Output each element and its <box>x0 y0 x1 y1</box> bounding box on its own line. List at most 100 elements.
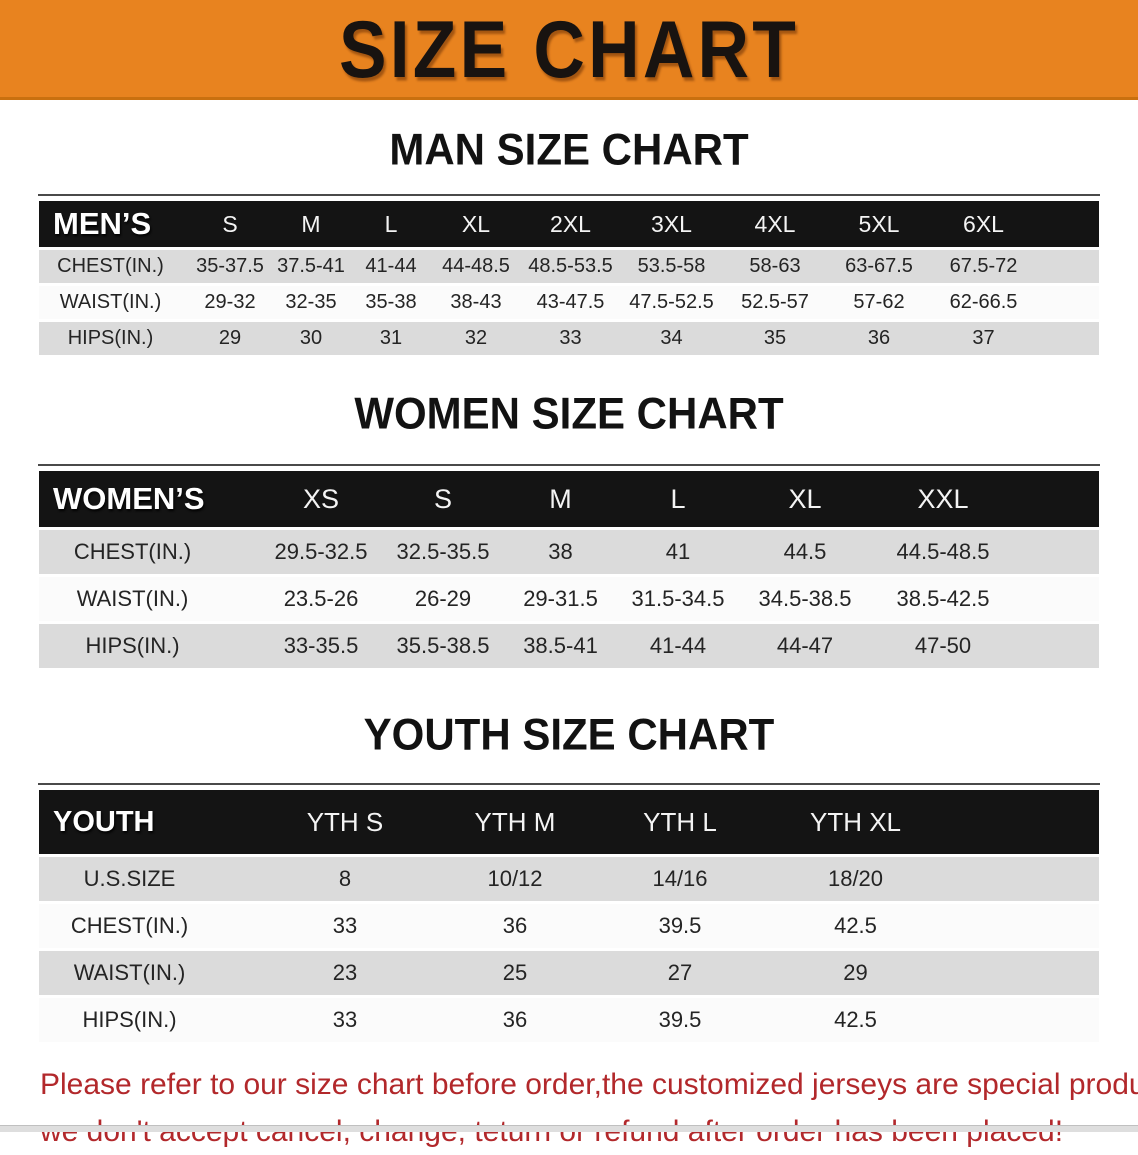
men-size-value: 35-38 <box>351 286 431 319</box>
women-row-label: WAIST(IN.) <box>39 577 259 621</box>
men-size-value: 38-43 <box>431 286 521 319</box>
youth-size-value: 25 <box>431 951 599 995</box>
size-chart-banner: SIZE CHART <box>0 0 1138 100</box>
women-size-value: 47-50 <box>872 624 1099 668</box>
men-size-value: 47.5-52.5 <box>620 286 723 319</box>
women-size-value: 44.5-48.5 <box>872 530 1099 574</box>
women-size-section: WOMEN SIZE CHART WOMEN’S XS S M L XL XXL CHES… <box>0 388 1138 671</box>
men-table-topline <box>38 194 1100 196</box>
women-table-topline <box>38 464 1100 466</box>
youth-size-value: 8 <box>259 857 431 901</box>
men-size-value: 44-48.5 <box>431 250 521 283</box>
women-size-value: 29.5-32.5 <box>259 530 383 574</box>
men-size-value: 29-32 <box>189 286 271 319</box>
disclaimer-text: Please refer to our size chart before or… <box>40 1061 1138 1155</box>
table-row: HIPS(IN.) 33-35.5 35.5-38.5 38.5-41 41-44 44-… <box>39 624 1099 668</box>
men-size-value: 33 <box>521 322 620 355</box>
men-size-header: 5XL <box>827 201 931 247</box>
youth-row-label: HIPS(IN.) <box>39 998 259 1042</box>
youth-size-header: YTH XL <box>761 790 1099 854</box>
men-table-corner-label: MEN’S <box>39 201 189 247</box>
men-size-value: 43-47.5 <box>521 286 620 319</box>
men-size-value: 35-37.5 <box>189 250 271 283</box>
table-row: WAIST(IN.) 23 25 27 29 <box>39 951 1099 995</box>
men-table-header-row: MEN’S S M L XL 2XL 3XL 4XL 5XL 6XL <box>39 201 1099 247</box>
youth-size-value: 42.5 <box>761 998 1099 1042</box>
men-size-value: 41-44 <box>351 250 431 283</box>
women-size-header: XL <box>738 471 872 527</box>
men-size-table: MEN’S S M L XL 2XL 3XL 4XL 5XL 6XL CHEST(IN.) 35-… <box>39 198 1099 358</box>
men-size-header: XL <box>431 201 521 247</box>
women-size-header: L <box>618 471 738 527</box>
youth-size-value: 36 <box>431 904 599 948</box>
men-size-value: 32 <box>431 322 521 355</box>
men-size-value: 63-67.5 <box>827 250 931 283</box>
men-section-heading: MAN SIZE CHART <box>389 124 749 175</box>
men-size-value: 35 <box>723 322 827 355</box>
women-table-corner-label: WOMEN’S <box>39 471 259 527</box>
women-size-value: 29-31.5 <box>503 577 618 621</box>
youth-section-heading: YOUTH SIZE CHART <box>363 709 775 760</box>
table-row: HIPS(IN.) 29 30 31 32 33 34 35 36 37 <box>39 322 1099 355</box>
youth-size-header: YTH L <box>599 790 761 854</box>
women-size-value: 31.5-34.5 <box>618 577 738 621</box>
women-table-header-row: WOMEN’S XS S M L XL XXL <box>39 471 1099 527</box>
men-size-header: 4XL <box>723 201 827 247</box>
table-row: CHEST(IN.) 33 36 39.5 42.5 <box>39 904 1099 948</box>
women-size-header: M <box>503 471 618 527</box>
men-size-header: M <box>271 201 351 247</box>
youth-table-topline <box>38 783 1100 785</box>
youth-size-header: YTH M <box>431 790 599 854</box>
table-row: HIPS(IN.) 33 36 39.5 42.5 <box>39 998 1099 1042</box>
women-size-value: 41-44 <box>618 624 738 668</box>
disclaimer-line-1: Please refer to our size chart before or… <box>40 1068 1138 1101</box>
youth-row-label: CHEST(IN.) <box>39 904 259 948</box>
youth-size-value: 23 <box>259 951 431 995</box>
men-size-value: 37 <box>931 322 1099 355</box>
men-size-header: 2XL <box>521 201 620 247</box>
men-row-label: CHEST(IN.) <box>39 250 189 283</box>
youth-size-value: 39.5 <box>599 998 761 1042</box>
men-size-value: 52.5-57 <box>723 286 827 319</box>
women-size-value: 44-47 <box>738 624 872 668</box>
women-size-value: 35.5-38.5 <box>383 624 503 668</box>
men-size-section: MAN SIZE CHART MEN’S S M L XL 2XL 3XL 4XL 5XL 6X… <box>0 124 1138 358</box>
women-section-heading: WOMEN SIZE CHART <box>354 388 784 439</box>
table-row: CHEST(IN.) 29.5-32.5 32.5-35.5 38 41 44.5 44.5… <box>39 530 1099 574</box>
women-row-label: HIPS(IN.) <box>39 624 259 668</box>
youth-size-value: 10/12 <box>431 857 599 901</box>
men-size-value: 32-35 <box>271 286 351 319</box>
women-size-value: 34.5-38.5 <box>738 577 872 621</box>
men-row-label: WAIST(IN.) <box>39 286 189 319</box>
youth-size-header: YTH S <box>259 790 431 854</box>
women-size-value: 32.5-35.5 <box>383 530 503 574</box>
youth-size-value: 42.5 <box>761 904 1099 948</box>
women-size-header: S <box>383 471 503 527</box>
men-size-value: 30 <box>271 322 351 355</box>
men-row-label: HIPS(IN.) <box>39 322 189 355</box>
women-size-value: 41 <box>618 530 738 574</box>
youth-size-value: 29 <box>761 951 1099 995</box>
women-size-value: 38.5-41 <box>503 624 618 668</box>
bottom-edge-strip <box>0 1125 1138 1132</box>
youth-size-value: 14/16 <box>599 857 761 901</box>
men-size-value: 37.5-41 <box>271 250 351 283</box>
men-size-value: 48.5-53.5 <box>521 250 620 283</box>
men-size-value: 29 <box>189 322 271 355</box>
table-row: WAIST(IN.) 29-32 32-35 35-38 38-43 43-47.5 47.… <box>39 286 1099 319</box>
women-size-value: 38 <box>503 530 618 574</box>
women-size-table: WOMEN’S XS S M L XL XXL CHEST(IN.) 29.5-32.5 32… <box>39 468 1099 671</box>
men-size-header: L <box>351 201 431 247</box>
youth-size-value: 33 <box>259 998 431 1042</box>
men-size-header: 3XL <box>620 201 723 247</box>
women-size-header: XS <box>259 471 383 527</box>
men-size-header: 6XL <box>931 201 1099 247</box>
youth-table-header-row: YOUTH YTH S YTH M YTH L YTH XL <box>39 790 1099 854</box>
youth-size-value: 39.5 <box>599 904 761 948</box>
table-row: WAIST(IN.) 23.5-26 26-29 29-31.5 31.5-34.5 34… <box>39 577 1099 621</box>
women-size-value: 38.5-42.5 <box>872 577 1099 621</box>
men-size-value: 62-66.5 <box>931 286 1099 319</box>
women-size-value: 23.5-26 <box>259 577 383 621</box>
youth-table-corner-label: YOUTH <box>39 790 259 854</box>
youth-size-section: YOUTH SIZE CHART YOUTH YTH S YTH M YTH L YT… <box>0 709 1138 1045</box>
